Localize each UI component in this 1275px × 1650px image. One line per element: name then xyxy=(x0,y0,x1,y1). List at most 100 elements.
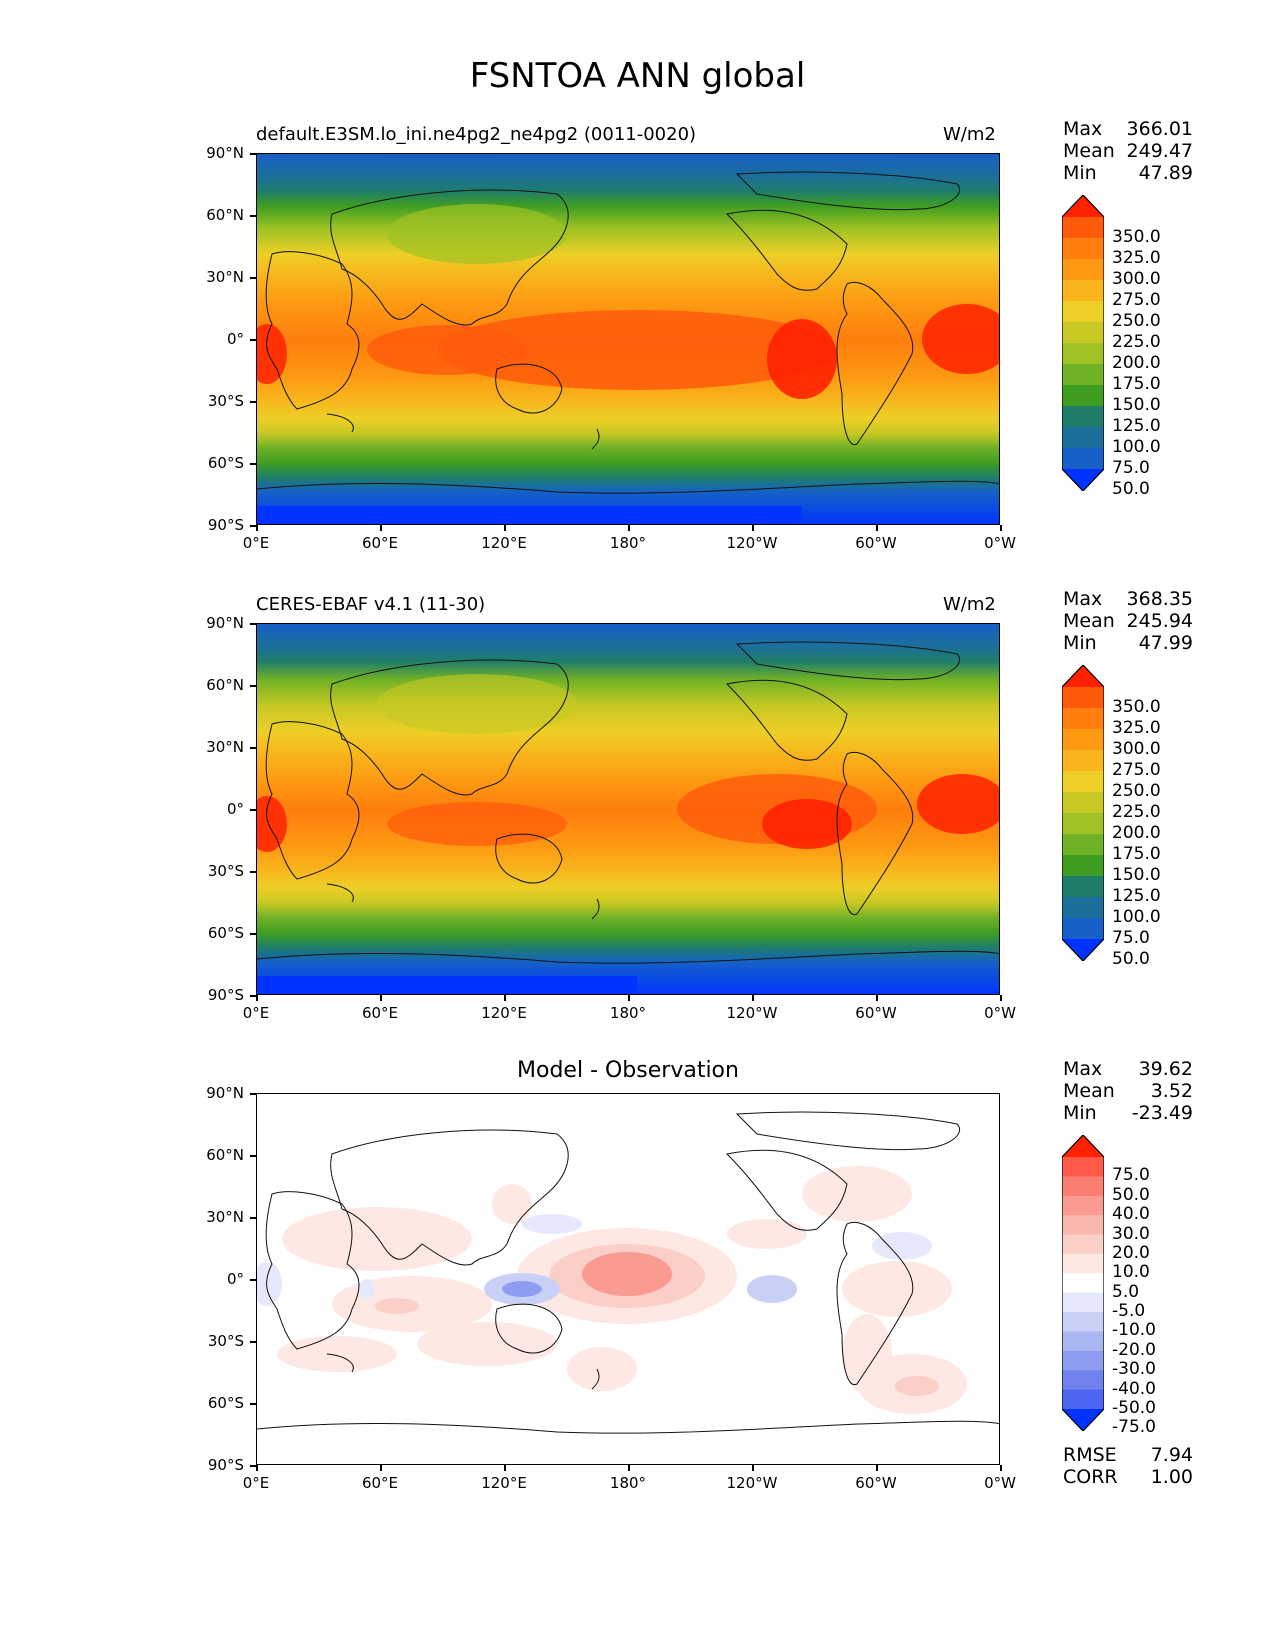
lon-tick-label: 60°E xyxy=(361,1004,399,1022)
colorbar-tick-label: 200.0 xyxy=(1112,823,1161,843)
lat-tick-label: 30°S xyxy=(207,862,244,880)
min-value: 47.99 xyxy=(1138,632,1193,654)
max-value: 366.01 xyxy=(1126,118,1193,140)
lon-tick-label: 120°E xyxy=(481,534,527,552)
stats-box: Max 366.01 Mean 249.47 Min 47.89 xyxy=(1063,118,1193,184)
colorbar-segment xyxy=(1062,876,1104,898)
lon-tick-label: 60°W xyxy=(855,1004,897,1022)
colorbar-segment xyxy=(1062,897,1104,919)
corr-value: 1.00 xyxy=(1150,1466,1193,1488)
lon-tick xyxy=(752,525,754,531)
colorbar-segment xyxy=(1062,1215,1104,1236)
lat-tick-label: 0° xyxy=(226,1270,244,1288)
lat-tick-label: 0° xyxy=(226,330,244,348)
colorbar-extend-top xyxy=(1062,665,1104,687)
lon-tick xyxy=(380,1465,382,1471)
model-map xyxy=(256,153,1000,525)
lon-tick xyxy=(1000,995,1002,1001)
lat-tick xyxy=(250,933,256,935)
obs-panel: CERES-EBAF v4.1 (11-30) W/m2 xyxy=(0,0,1275,995)
colorbar-segment xyxy=(1062,792,1104,814)
colorbar-segment xyxy=(1062,343,1104,365)
colorbar-segment xyxy=(1062,1176,1104,1197)
colorbar-tick-label: 250.0 xyxy=(1112,781,1161,801)
lat-tick-label: 60°N xyxy=(206,206,244,224)
coastlines xyxy=(257,171,999,494)
lat-tick xyxy=(250,1403,256,1405)
lat-tick xyxy=(250,809,256,811)
lon-tick-label: 120°E xyxy=(481,1004,527,1022)
lon-tick-label: 0°E xyxy=(242,1004,270,1022)
colorbar-tick-label: -10.0 xyxy=(1112,1320,1156,1341)
west-africa-core xyxy=(257,324,287,384)
lat-tick-label: 60°N xyxy=(206,676,244,694)
lat-tick xyxy=(250,747,256,749)
mean-label: Mean xyxy=(1063,610,1115,632)
lat-tick-label: 60°S xyxy=(207,1394,244,1412)
panel-center-title: Model - Observation xyxy=(517,1058,739,1083)
atlantic-core xyxy=(917,774,999,834)
colorbar-segment xyxy=(1062,1273,1104,1294)
lat-tick-label: 30°N xyxy=(206,1208,244,1226)
lon-tick-label: 60°E xyxy=(361,1474,399,1492)
colorbar-segment xyxy=(1062,217,1104,239)
colorbar-tick-label: 75.0 xyxy=(1112,1165,1150,1186)
lat-tick-label: 30°S xyxy=(207,392,244,410)
model-map-svg xyxy=(257,154,999,524)
lat-tick xyxy=(250,1093,256,1095)
colorbar-segment xyxy=(1062,427,1104,449)
lon-tick-label: 0°E xyxy=(242,534,270,552)
colorbar-segment xyxy=(1062,1350,1104,1371)
obs-map xyxy=(256,623,1000,995)
colorbar-segment xyxy=(1062,1331,1104,1352)
colorbar-tick-label: 175.0 xyxy=(1112,844,1161,864)
indian-ocean-max xyxy=(387,802,567,846)
colorbar-segment xyxy=(1062,1195,1104,1216)
colorbar-tick-label: 250.0 xyxy=(1112,311,1161,331)
obs-map-svg xyxy=(257,624,999,994)
lon-tick-label: 0°W xyxy=(984,1004,1016,1022)
antarctic-band xyxy=(257,506,802,524)
lon-tick xyxy=(752,995,754,1001)
colorbar-segment xyxy=(1062,813,1104,835)
colorbar-tick-label: 350.0 xyxy=(1112,227,1161,247)
colorbar-segment xyxy=(1062,771,1104,793)
colorbar-tick-label: 40.0 xyxy=(1112,1204,1150,1225)
colorbar xyxy=(1062,195,1104,491)
colorbar-segment xyxy=(1062,708,1104,730)
lat-tick-label: 60°N xyxy=(206,1146,244,1164)
colorbar-tick-label: 325.0 xyxy=(1112,718,1161,738)
colorbar-extend-bottom xyxy=(1062,939,1104,961)
colorbar-tick-label: 75.0 xyxy=(1112,928,1150,948)
colorbar-segment xyxy=(1062,322,1104,344)
min-value: -23.49 xyxy=(1131,1102,1193,1124)
colorbar-tick-label: -30.0 xyxy=(1112,1359,1156,1380)
lon-tick-label: 120°W xyxy=(726,1004,778,1022)
lat-tick xyxy=(250,623,256,625)
diff-map-svg xyxy=(257,1094,999,1464)
colorbar-tick-label: 125.0 xyxy=(1112,416,1161,436)
lon-tick xyxy=(876,995,878,1001)
lon-tick xyxy=(380,995,382,1001)
colorbar-tick-label: 325.0 xyxy=(1112,248,1161,268)
colorbar-tick-label: 175.0 xyxy=(1112,374,1161,394)
lon-tick xyxy=(256,525,258,531)
colorbar-segment xyxy=(1062,1253,1104,1274)
colorbar-tick-label: -5.0 xyxy=(1112,1301,1146,1322)
lon-tick xyxy=(256,995,258,1001)
colorbar-tick-label: 100.0 xyxy=(1112,907,1161,927)
colorbar-extend-bottom xyxy=(1062,469,1104,491)
min-label: Min xyxy=(1063,1102,1097,1124)
colorbar-segment xyxy=(1062,1234,1104,1255)
colorbar-segment xyxy=(1062,238,1104,260)
mean-label: Mean xyxy=(1063,140,1115,162)
lon-tick xyxy=(504,995,506,1001)
colorbar-segment xyxy=(1062,1292,1104,1313)
atlantic-core xyxy=(922,304,999,374)
lon-tick-label: 120°W xyxy=(726,534,778,552)
colorbar-segment xyxy=(1062,750,1104,772)
east-pacific-core xyxy=(762,799,852,849)
lat-tick xyxy=(250,153,256,155)
positive-anomalies xyxy=(277,1166,967,1414)
min-label: Min xyxy=(1063,162,1097,184)
